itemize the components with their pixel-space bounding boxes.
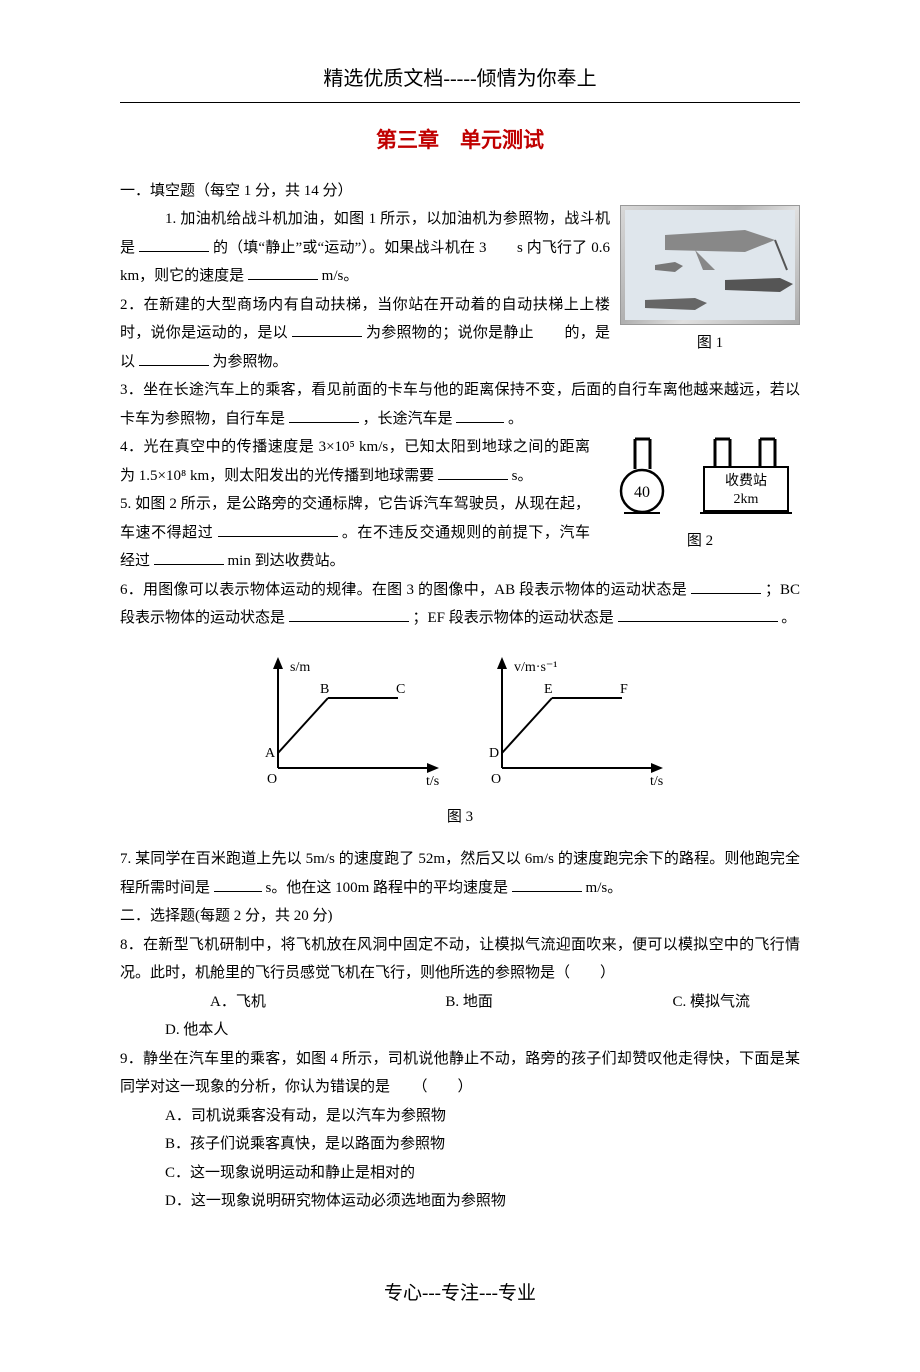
q7-blank1	[214, 877, 262, 892]
plane-svg	[625, 210, 795, 320]
q7-text-c: m/s。	[586, 880, 623, 896]
airplane-image	[620, 205, 800, 325]
q9-opt-a: A．司机说乘客没有动，是以汽车为参照物	[120, 1102, 800, 1131]
q1-blank1	[139, 237, 209, 252]
q7-text-b: s。他在这 100m 路程中的平均速度是	[266, 880, 509, 896]
figure-3-graphs: s/m A B C O t/s v/m·s⁻¹ D E F O t/s	[120, 643, 800, 793]
q8-options: A．飞机 B. 地面 C. 模拟气流 D. 他本人	[120, 988, 800, 1045]
q1-text-c: m/s。	[322, 268, 359, 284]
q6: 6．用图像可以表示物体运动的规律。在图 3 的图像中，AB 段表示物体的运动状态…	[120, 576, 800, 633]
q9-opt-c: C．这一现象说明运动和静止是相对的	[120, 1159, 800, 1188]
page-header: 精选优质文档-----倾情为你奉上	[120, 60, 800, 103]
q3-blank2	[456, 408, 504, 423]
q9-options: A．司机说乘客没有动，是以汽车为参照物 B．孩子们说乘客真快，是以路面为参照物 …	[120, 1102, 800, 1216]
q9-opt-d: D．这一现象说明研究物体运动必须选地面为参照物	[120, 1187, 800, 1216]
figure-2: 40 收费站 2km 图 2	[600, 433, 800, 560]
q6-text-a: 6．用图像可以表示物体运动的规律。在图 3 的图像中，AB 段表示物体的运动状态…	[120, 582, 687, 598]
figure2-caption: 图 2	[600, 523, 800, 560]
svg-text:t/s: t/s	[426, 774, 439, 789]
q8-opt-b: B. 地面	[400, 988, 493, 1017]
q5-blank2	[154, 550, 224, 565]
q2-text-c: 为参照物。	[213, 354, 288, 370]
graph-st: s/m A B C O t/s	[238, 643, 458, 793]
svg-text:C: C	[396, 682, 405, 697]
q7: 7. 某同学在百米跑道上先以 5m/s 的速度跑了 52m，然后又以 6m/s …	[120, 845, 800, 902]
q8-opt-a: A．飞机	[165, 988, 266, 1017]
svg-text:2km: 2km	[734, 492, 759, 507]
q5-text-c: min 到达收费站。	[228, 553, 345, 569]
q6-text-d: 。	[781, 610, 796, 626]
q8: 8．在新型飞机研制中，将飞机放在风洞中固定不动，让模拟气流迎面吹来，便可以模拟空…	[120, 931, 800, 988]
svg-text:收费站: 收费站	[725, 473, 767, 489]
q4-blank1	[438, 465, 508, 480]
svg-text:O: O	[491, 772, 501, 787]
q3-text-b: ，长途汽车是	[363, 411, 453, 427]
q6-text-c: ；EF 段表示物体的运动状态是	[413, 610, 614, 626]
q7-blank2	[512, 877, 582, 892]
q3: 3．坐在长途汽车上的乘客，看见前面的卡车与他的距离保持不变，后面的自行车离他越来…	[120, 376, 800, 433]
q3-text-c: 。	[508, 411, 523, 427]
q3-blank1	[289, 408, 359, 423]
page-footer: 专心---专注---专业	[120, 1276, 800, 1312]
svg-text:40: 40	[634, 484, 650, 501]
figure-1: 图 1	[620, 205, 800, 362]
q9: 9．静坐在汽车里的乘客，如图 4 所示，司机说他静止不动，路旁的孩子们却赞叹他走…	[120, 1045, 800, 1102]
svg-text:s/m: s/m	[290, 660, 310, 675]
svg-text:v/m·s⁻¹: v/m·s⁻¹	[514, 660, 557, 675]
q6-blank1	[691, 579, 761, 594]
section1-heading: 一．填空题（每空 1 分，共 14 分）	[120, 177, 800, 206]
q9-opt-b: B．孩子们说乘客真快，是以路面为参照物	[120, 1130, 800, 1159]
doc-title: 第三章 单元测试	[120, 121, 800, 161]
q2-blank1	[292, 322, 362, 337]
q8-opt-c: C. 模拟气流	[627, 988, 750, 1017]
q6-blank2	[289, 607, 409, 622]
section2-heading: 二．选择题(每题 2 分，共 20 分)	[120, 902, 800, 931]
traffic-sign: 40 收费站 2km	[600, 433, 800, 523]
svg-text:E: E	[544, 682, 553, 697]
figure1-caption: 图 1	[620, 325, 800, 362]
q2-blank2	[139, 351, 209, 366]
q5-blank1	[218, 522, 338, 537]
svg-text:A: A	[265, 746, 276, 761]
q4-text-b: s。	[512, 468, 533, 484]
figure3-caption: 图 3	[120, 803, 800, 832]
svg-text:O: O	[267, 772, 277, 787]
svg-text:t/s: t/s	[650, 774, 663, 789]
svg-text:D: D	[489, 746, 499, 761]
svg-text:B: B	[320, 682, 329, 697]
svg-text:F: F	[620, 682, 628, 697]
q6-blank3	[618, 607, 778, 622]
graph-vt: v/m·s⁻¹ D E F O t/s	[462, 643, 682, 793]
q8-opt-d: D. 他本人	[120, 1016, 228, 1045]
q1-blank2	[248, 265, 318, 280]
